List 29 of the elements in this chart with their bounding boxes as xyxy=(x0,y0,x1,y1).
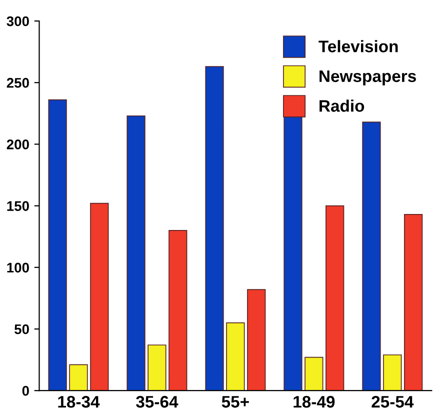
y-tick-label: 100 xyxy=(7,262,29,273)
y-tick-label: 50 xyxy=(14,324,29,334)
legend-label: Television xyxy=(318,40,398,52)
bar xyxy=(168,230,188,391)
bar xyxy=(304,356,324,391)
bar xyxy=(326,205,344,391)
bar xyxy=(205,66,224,391)
legend-label: Newspapers xyxy=(320,70,416,86)
x-tick-label: 55+ xyxy=(222,396,249,408)
bar xyxy=(362,122,381,391)
y-tick-label: 250 xyxy=(6,78,29,88)
bar xyxy=(383,354,402,391)
bar xyxy=(148,344,166,391)
x-tick-label: 35-64 xyxy=(136,396,178,408)
y-tick-label: 0 xyxy=(22,386,29,396)
x-tick-label: 25-54 xyxy=(372,396,414,408)
bar xyxy=(126,115,146,391)
x-tick-label: 18-49 xyxy=(294,396,335,408)
bar xyxy=(90,202,109,391)
y-tick-label: 200 xyxy=(6,140,29,150)
bar xyxy=(247,289,266,391)
bar xyxy=(48,99,67,391)
bar xyxy=(404,214,423,391)
legend-label: Radio xyxy=(320,100,364,112)
x-tick-label: 18-34 xyxy=(58,396,100,408)
y-tick-label: 150 xyxy=(7,201,29,211)
bar xyxy=(226,322,245,391)
y-tick-label: 300 xyxy=(6,16,29,26)
bar xyxy=(69,364,88,391)
